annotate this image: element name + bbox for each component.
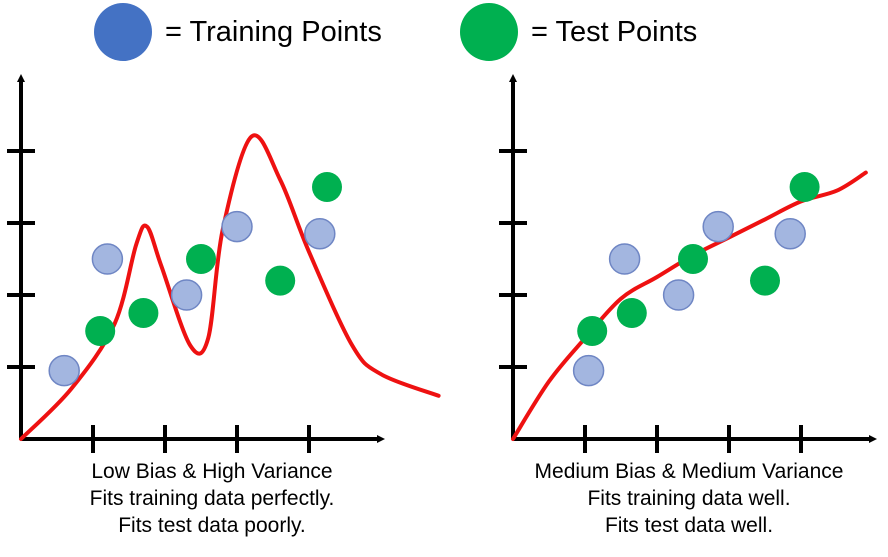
right-chart-panel: Medium Bias & Medium Variance Fits train… [499,74,877,537]
left-test-point-3 [186,244,216,274]
right-training-point-4 [702,210,734,243]
left-training-point-2 [91,243,124,275]
legend-test-marker [460,3,518,61]
left-test-point-4 [265,265,296,296]
right-training-point-1 [572,354,605,387]
right-subtitle-1: Fits training data well. [587,487,790,510]
legend-training-marker [94,3,152,61]
right-test-point-5 [789,172,820,202]
right-ticks [499,149,803,453]
left-points [48,172,342,387]
right-subtitle-2: Fits test data well. [605,514,773,537]
left-title: Low Bias & High Variance [91,460,332,483]
left-training-point-4 [221,210,253,243]
left-test-point-5 [312,172,342,202]
right-training-point-3 [662,279,695,311]
right-training-point-2 [608,243,641,275]
left-training-point-5 [304,218,336,250]
left-fitted-curve [19,133,441,441]
legend-training-label: = Training Points [165,16,382,48]
left-subtitle-1: Fits training data perfectly. [90,487,335,510]
right-test-point-3 [678,244,708,274]
legend-test-label: = Test Points [531,16,697,48]
right-test-point-4 [750,265,780,296]
right-training-point-5 [774,218,806,250]
left-test-point-1 [85,316,116,346]
right-points [572,172,820,387]
left-training-point-1 [48,354,80,387]
right-test-point-1 [577,316,608,346]
left-training-point-3 [170,279,203,311]
left-subtitle-2: Fits test data poorly. [118,514,306,537]
legend: = Training Points = Test Points [94,3,697,61]
left-test-point-2 [128,298,159,328]
right-test-point-2 [616,298,647,328]
right-title: Medium Bias & Medium Variance [535,460,844,483]
left-chart-panel: Low Bias & High Variance Fits training d… [7,74,441,537]
left-ticks [7,149,311,453]
